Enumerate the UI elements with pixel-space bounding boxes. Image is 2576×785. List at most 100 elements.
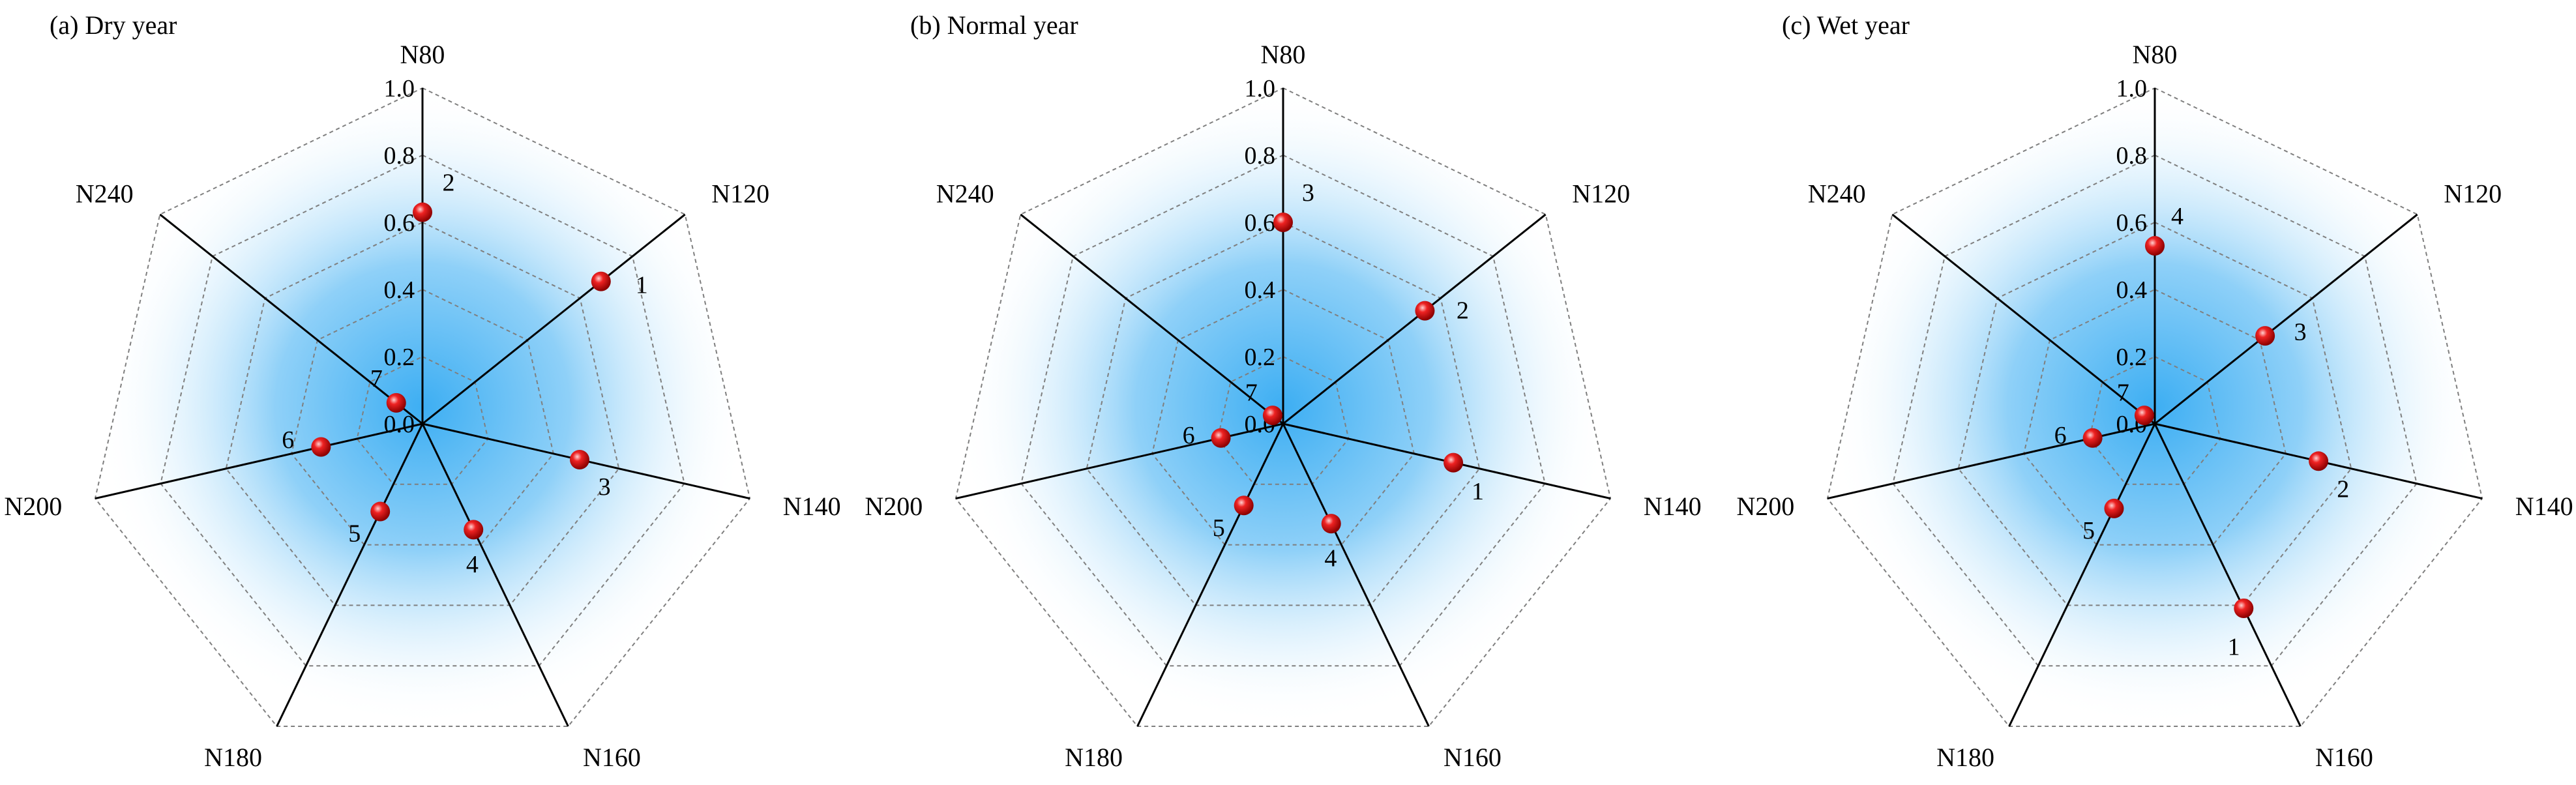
axis-label: N160 <box>2315 743 2373 772</box>
radar-panel: 0.0 0.2 0.4 0.6 0.8 1.0 N80 N120 N140 N160 N180 N20… <box>4 10 840 772</box>
rank-label: 6 <box>1183 422 1195 449</box>
axis-label: N160 <box>583 743 641 772</box>
axis-label: N80 <box>1261 40 1306 69</box>
axis-label: N120 <box>1572 179 1630 208</box>
rank-label: 2 <box>1457 297 1469 324</box>
data-point-marker <box>1443 452 1464 473</box>
radar-spoke <box>159 213 423 425</box>
radar-spoke <box>1136 423 1284 727</box>
axis-label: N120 <box>711 179 769 208</box>
data-point-marker <box>570 450 590 470</box>
data-point-marker <box>2134 406 2154 426</box>
radar-panel: 0.00.20.40.60.81.0N80N120N140N160N180N20… <box>865 10 1701 772</box>
radar-spoke <box>2154 423 2302 727</box>
axis-label: N80 <box>2133 40 2178 69</box>
rank-label: 1 <box>636 272 648 299</box>
axis-label: N140 <box>2515 492 2573 521</box>
rank-label: 3 <box>1302 179 1314 207</box>
radial-tick-label: 1.0 <box>384 75 415 102</box>
rank-label: 3 <box>599 473 611 501</box>
radial-tick-label: 0.0 <box>384 411 415 438</box>
rank-label: 5 <box>1213 514 1225 542</box>
radial-tick-label: 0.4 <box>1245 276 1276 304</box>
radial-tick-label: 1.0 <box>1245 75 1276 102</box>
axis-label: N200 <box>4 492 62 521</box>
data-point-marker <box>1211 428 1231 448</box>
data-point-marker <box>370 501 391 522</box>
rank-label: 5 <box>2082 517 2095 544</box>
data-point-marker <box>311 437 331 457</box>
grid-ring <box>356 355 489 485</box>
data-point-marker <box>386 392 406 413</box>
rank-label: 4 <box>2171 203 2184 230</box>
rank-label: 7 <box>370 365 383 392</box>
axis-label: N180 <box>204 743 262 772</box>
axis-label: N180 <box>1936 743 1994 772</box>
data-point-marker <box>2145 236 2165 256</box>
data-point-marker <box>1262 406 1282 426</box>
grid-ring <box>2088 355 2221 485</box>
radial-tick-label: 0.6 <box>2116 209 2148 237</box>
axis-label: N140 <box>1644 492 1702 521</box>
axis-label: N240 <box>936 179 994 208</box>
data-point-marker <box>413 202 432 222</box>
radial-tick-label: 0.8 <box>1245 142 1276 170</box>
radial-tick-label: 0.2 <box>1245 344 1276 371</box>
axis-label: N160 <box>1443 743 1502 772</box>
rank-label: 1 <box>2228 633 2240 660</box>
rank-label: 6 <box>2054 422 2067 449</box>
rank-label: 4 <box>466 551 479 578</box>
radar-spoke <box>1891 213 2155 425</box>
rank-label: 7 <box>1245 379 1258 407</box>
grid-ring <box>1957 221 2352 606</box>
radar-spoke <box>1282 423 1430 727</box>
rank-label: 7 <box>2117 379 2129 407</box>
radial-tick-label: 0.4 <box>384 276 415 304</box>
data-point-marker <box>1321 514 1341 534</box>
rank-label: 3 <box>2294 318 2307 346</box>
rank-label: 2 <box>443 170 455 197</box>
radar-spoke <box>276 423 424 727</box>
axis-label: N140 <box>783 492 841 521</box>
axis-label: N180 <box>1065 743 1123 772</box>
data-point-marker <box>2082 428 2103 448</box>
radar-spoke <box>1282 213 1547 425</box>
radial-tick-label: 0.6 <box>384 209 415 237</box>
data-point-marker <box>591 271 611 291</box>
data-point-marker <box>2104 498 2124 518</box>
radial-tick-label: 0.4 <box>2116 276 2148 304</box>
radial-tick-label: 0.2 <box>2116 344 2148 371</box>
axis-label: N80 <box>400 40 445 69</box>
radar-panel: 0.00.20.40.60.81.0N80N120N140N160N180N20… <box>1736 10 2573 772</box>
radial-tick-label: 0.8 <box>384 142 415 170</box>
rank-label: 6 <box>282 426 294 454</box>
radar-spoke <box>95 422 423 500</box>
rank-label: 5 <box>348 520 361 548</box>
rank-label: 2 <box>2337 476 2349 503</box>
radial-tick-label: 0.6 <box>1245 209 1276 237</box>
axis-label: N200 <box>1736 492 1794 521</box>
radial-tick-label: 0.2 <box>384 344 415 371</box>
panel-title: (c) Wet year <box>1782 10 1910 40</box>
grid-ring <box>955 87 1612 727</box>
grid-ring <box>1086 221 1481 606</box>
radial-tick-label: 1.0 <box>2116 75 2148 102</box>
radar-spoke <box>2008 423 2156 727</box>
rank-label: 4 <box>1324 544 1337 572</box>
data-point-marker <box>2234 599 2254 619</box>
radar-spoke <box>422 213 686 425</box>
axis-label: N240 <box>76 179 134 208</box>
panel-title: (b) Normal year <box>910 10 1078 40</box>
data-point-marker <box>1273 213 1293 232</box>
data-point-marker <box>2255 326 2275 346</box>
radar-spoke <box>1020 213 1284 425</box>
axis-label: N120 <box>2444 179 2502 208</box>
grid-ring <box>1826 87 2483 727</box>
radar-spoke <box>2154 213 2418 425</box>
data-point-marker <box>1234 496 1254 516</box>
grid-ring <box>1217 355 1350 485</box>
data-point-marker <box>1415 301 1435 321</box>
axis-label: N200 <box>865 492 923 521</box>
